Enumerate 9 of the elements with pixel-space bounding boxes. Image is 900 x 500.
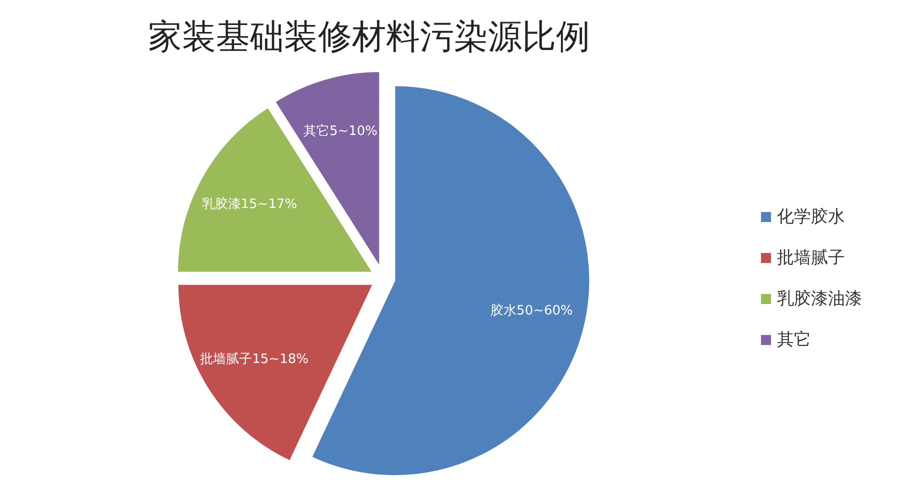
text: 胶水50~60% — [490, 304, 573, 319]
chart-title: 家装基础装修材料污染源比例 — [148, 16, 590, 59]
legend-label: 乳胶漆油漆 — [777, 288, 862, 310]
legend-label: 其它 — [777, 329, 811, 351]
legend-label: 批墙腻子 — [777, 247, 845, 269]
legend-label: 化学胶水 — [777, 206, 845, 228]
text: 其它5~10% — [303, 123, 378, 140]
text: 乳胶漆15~17% — [202, 197, 298, 212]
text: 批墙腻子15~18% — [200, 352, 308, 368]
